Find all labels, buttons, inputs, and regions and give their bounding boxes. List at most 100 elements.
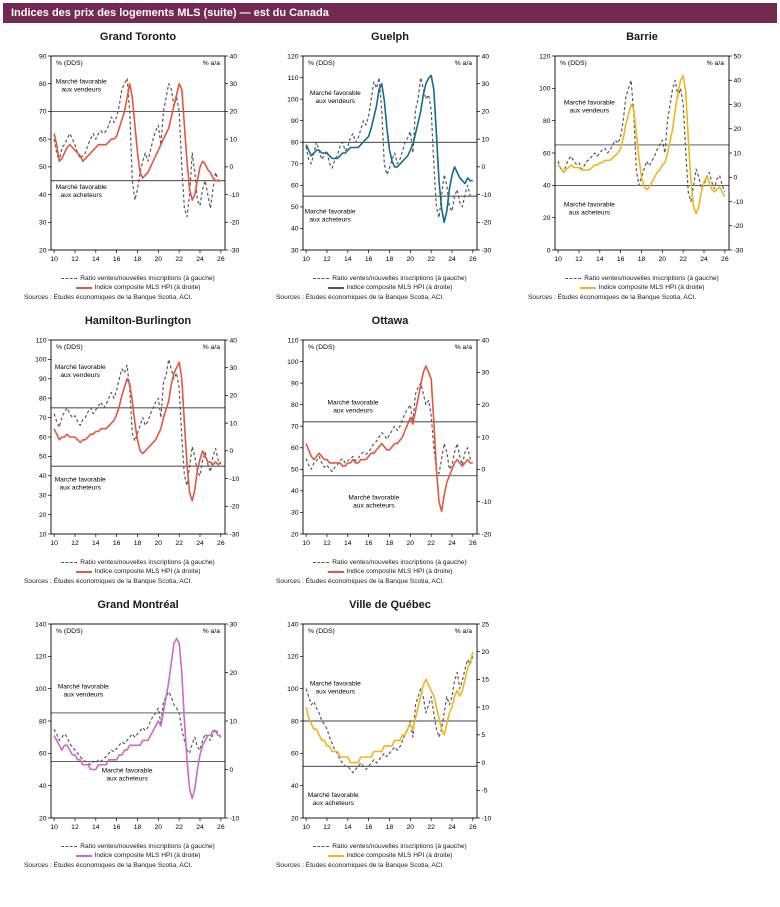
svg-text:5: 5 — [482, 732, 486, 739]
svg-text:24: 24 — [196, 256, 204, 263]
svg-text:80: 80 — [291, 140, 299, 147]
svg-text:60: 60 — [291, 445, 299, 452]
svg-text:14: 14 — [92, 256, 100, 263]
svg-text:aux acheteurs: aux acheteurs — [309, 216, 351, 223]
svg-text:40: 40 — [291, 226, 299, 233]
svg-text:50: 50 — [291, 204, 299, 211]
svg-text:40: 40 — [482, 337, 490, 344]
svg-text:% (DDS): % (DDS) — [308, 344, 335, 351]
chart-title: Ville de Québec — [349, 599, 431, 611]
chart-legend: Ratio ventes/nouvelles inscriptions (à g… — [24, 274, 252, 292]
legend-row-hpi: Indice composite MLS HPI (à droite) — [528, 283, 756, 292]
svg-text:14: 14 — [344, 540, 352, 547]
svg-text:-10: -10 — [230, 192, 240, 199]
legend-row-hpi: Indice composite MLS HPI (à droite) — [24, 567, 252, 576]
legend-hpi-label: Indice composite MLS HPI (à droite) — [94, 568, 201, 575]
svg-text:0: 0 — [734, 175, 738, 182]
legend-ratio-label: Ratio ventes/nouvelles inscriptions (à g… — [80, 275, 215, 282]
svg-text:-20: -20 — [482, 220, 492, 227]
svg-text:-20: -20 — [230, 220, 240, 227]
legend-row-ratio: Ratio ventes/nouvelles inscriptions (à g… — [276, 558, 504, 567]
legend-row-hpi: Indice composite MLS HPI (à droite) — [276, 283, 504, 292]
chart-plot: 10 20 30 40 50 60 70 80 90 100 110 -30 -20 -10 0 10 20 30… — [24, 328, 252, 558]
svg-text:16: 16 — [113, 256, 121, 263]
svg-text:30: 30 — [482, 81, 490, 88]
svg-text:22: 22 — [427, 540, 435, 547]
svg-text:aux vendeurs: aux vendeurs — [316, 688, 356, 695]
svg-text:10: 10 — [302, 824, 310, 831]
chart-title: Guelph — [371, 31, 409, 43]
svg-text:26: 26 — [217, 824, 225, 831]
legend-row-hpi: Indice composite MLS HPI (à droite) — [276, 567, 504, 576]
svg-text:30: 30 — [230, 621, 238, 628]
svg-text:% a/a: % a/a — [707, 60, 725, 67]
svg-text:0: 0 — [230, 164, 234, 171]
svg-text:-30: -30 — [230, 531, 240, 538]
chart-title: Barrie — [626, 31, 658, 43]
svg-text:100: 100 — [539, 86, 551, 93]
svg-text:10: 10 — [482, 434, 490, 441]
svg-text:% a/a: % a/a — [455, 344, 473, 351]
svg-text:14: 14 — [344, 824, 352, 831]
svg-text:-10: -10 — [482, 192, 492, 199]
svg-text:20: 20 — [407, 824, 415, 831]
solid-line-swatch — [327, 854, 344, 857]
legend-row-hpi: Indice composite MLS HPI (à droite) — [276, 851, 504, 860]
svg-text:30: 30 — [39, 493, 47, 500]
svg-text:100: 100 — [287, 96, 299, 103]
legend-row-ratio: Ratio ventes/nouvelles inscriptions (à g… — [24, 274, 252, 283]
chart-card-grand-montreal: Grand Montréal 20 40 60 80 100 120 140 -10 0 10 20… — [24, 599, 252, 869]
svg-text:40: 40 — [734, 78, 742, 85]
legend-hpi-label: Indice composite MLS HPI (à droite) — [346, 852, 453, 859]
legend-row-hpi: Indice composite MLS HPI (à droite) — [24, 851, 252, 860]
svg-text:12: 12 — [71, 540, 79, 547]
svg-text:Marché favorable: Marché favorable — [55, 477, 106, 484]
svg-text:20: 20 — [543, 215, 551, 222]
chart-card-guelph: Guelph 30 40 50 60 70 80 90 100 110 120 -30 -20 -10 0… — [276, 31, 504, 301]
dashed-line-swatch — [61, 562, 78, 563]
svg-text:-30: -30 — [230, 247, 240, 254]
svg-text:aux vendeurs: aux vendeurs — [570, 108, 610, 115]
legend-hpi-label: Indice composite MLS HPI (à droite) — [94, 852, 201, 859]
legend-hpi-label: Indice composite MLS HPI (à droite) — [346, 568, 453, 575]
chart-plot: 20 30 40 50 60 70 80 90 -30 -20 -10 0 10 20 30 40 10 12 14… — [24, 44, 252, 274]
svg-text:120: 120 — [35, 654, 47, 661]
svg-text:20: 20 — [155, 256, 163, 263]
svg-text:12: 12 — [71, 256, 79, 263]
chart-card-barrie: Barrie 0 20 40 60 80 100 120 -30 -20 -10 0 10 20 30 40… — [528, 31, 756, 301]
svg-text:18: 18 — [134, 824, 142, 831]
svg-text:70: 70 — [39, 109, 47, 116]
svg-text:10: 10 — [50, 824, 58, 831]
svg-text:Marché favorable: Marché favorable — [58, 684, 109, 691]
svg-text:0: 0 — [547, 247, 551, 254]
dashed-line-swatch — [61, 278, 78, 279]
svg-text:140: 140 — [287, 621, 299, 628]
svg-text:20: 20 — [734, 126, 742, 133]
svg-text:80: 80 — [291, 718, 299, 725]
svg-text:14: 14 — [344, 256, 352, 263]
svg-text:% a/a: % a/a — [203, 344, 221, 351]
chart-card-hamilton-burlington: Hamilton-Burlington 10 20 30 40 50 60 70 80 90 10… — [24, 315, 252, 585]
svg-text:18: 18 — [386, 256, 394, 263]
svg-text:Marché favorable: Marché favorable — [102, 768, 153, 775]
svg-text:18: 18 — [134, 256, 142, 263]
svg-text:30: 30 — [734, 102, 742, 109]
svg-text:80: 80 — [39, 718, 47, 725]
source-note: Sources : Études économiques de la Banqu… — [276, 294, 445, 301]
svg-text:% a/a: % a/a — [203, 628, 221, 635]
svg-text:10: 10 — [302, 540, 310, 547]
dashed-line-swatch — [313, 846, 330, 847]
legend-row-ratio: Ratio ventes/nouvelles inscriptions (à g… — [276, 274, 504, 283]
chart-card-ville-de-quebec: Ville de Québec 20 40 60 80 100 120 140 -10 -5 0 5… — [276, 599, 504, 869]
chart-legend: Ratio ventes/nouvelles inscriptions (à g… — [528, 274, 756, 292]
svg-text:10: 10 — [230, 420, 238, 427]
svg-text:10: 10 — [734, 150, 742, 157]
solid-line-swatch — [75, 854, 92, 857]
chart-title: Ottawa — [371, 315, 409, 327]
svg-text:110: 110 — [288, 75, 299, 82]
svg-text:0: 0 — [482, 760, 486, 767]
svg-text:20: 20 — [291, 815, 299, 822]
svg-text:18: 18 — [134, 540, 142, 547]
chart-legend: Ratio ventes/nouvelles inscriptions (à g… — [24, 558, 252, 576]
svg-text:12: 12 — [575, 256, 583, 263]
